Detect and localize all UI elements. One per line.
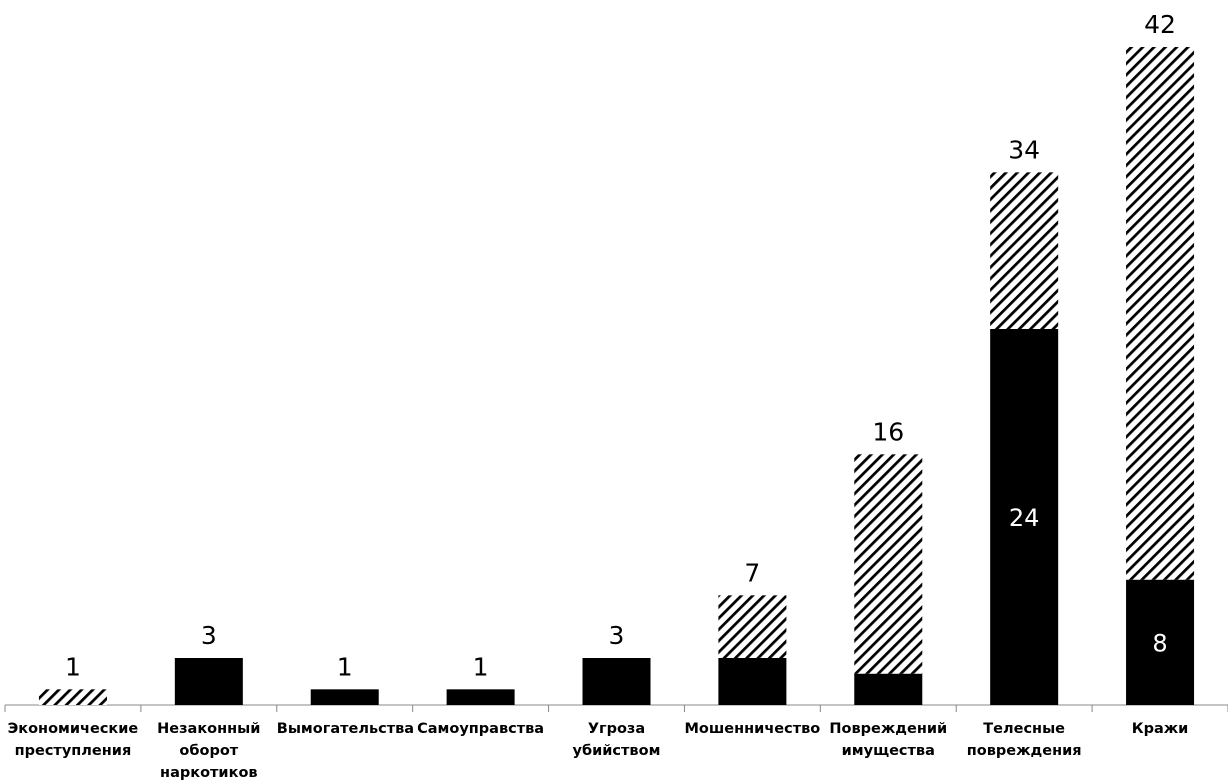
bar-segment (38, 689, 107, 705)
x-tick-label: Телесные повреждения (966, 721, 1082, 759)
x-tick-label: Угроза убийством (572, 721, 661, 759)
x-tick-label: Вымогательства (276, 721, 415, 737)
x-tick-label: Повреждений имущества (829, 721, 948, 759)
x-tick-label: Самоуправства (417, 721, 545, 737)
bar-segment (854, 454, 923, 674)
x-tick-label: Экономические преступления (7, 721, 139, 759)
total-label: 3 (609, 621, 625, 650)
x-tick-label: Кражи (1131, 721, 1189, 737)
bar-segment (174, 658, 243, 705)
bar-segment (990, 172, 1059, 329)
total-label: 1 (473, 652, 489, 681)
total-label: 16 (872, 417, 904, 446)
segment-label: 8 (1152, 629, 1167, 657)
bar-segment (1126, 47, 1195, 580)
total-label: 1 (65, 652, 81, 681)
bar-segment (990, 329, 1059, 705)
segment-label: 24 (1009, 504, 1040, 532)
bar-segment (446, 689, 515, 705)
bar-segment (718, 658, 787, 705)
bar-segment (854, 673, 923, 705)
total-label: 7 (744, 558, 760, 587)
bar-segment (718, 595, 787, 658)
x-tick-label: Мошенничество (684, 721, 821, 737)
bar-segment (1126, 579, 1195, 705)
bar-segment (582, 658, 651, 705)
bar-segment (310, 689, 379, 705)
total-label: 3 (201, 621, 217, 650)
total-label: 34 (1008, 135, 1040, 164)
x-tick-label: Незаконный оборот наркотиков (157, 721, 261, 781)
total-label: 1 (337, 652, 353, 681)
total-label: 42 (1144, 10, 1176, 39)
